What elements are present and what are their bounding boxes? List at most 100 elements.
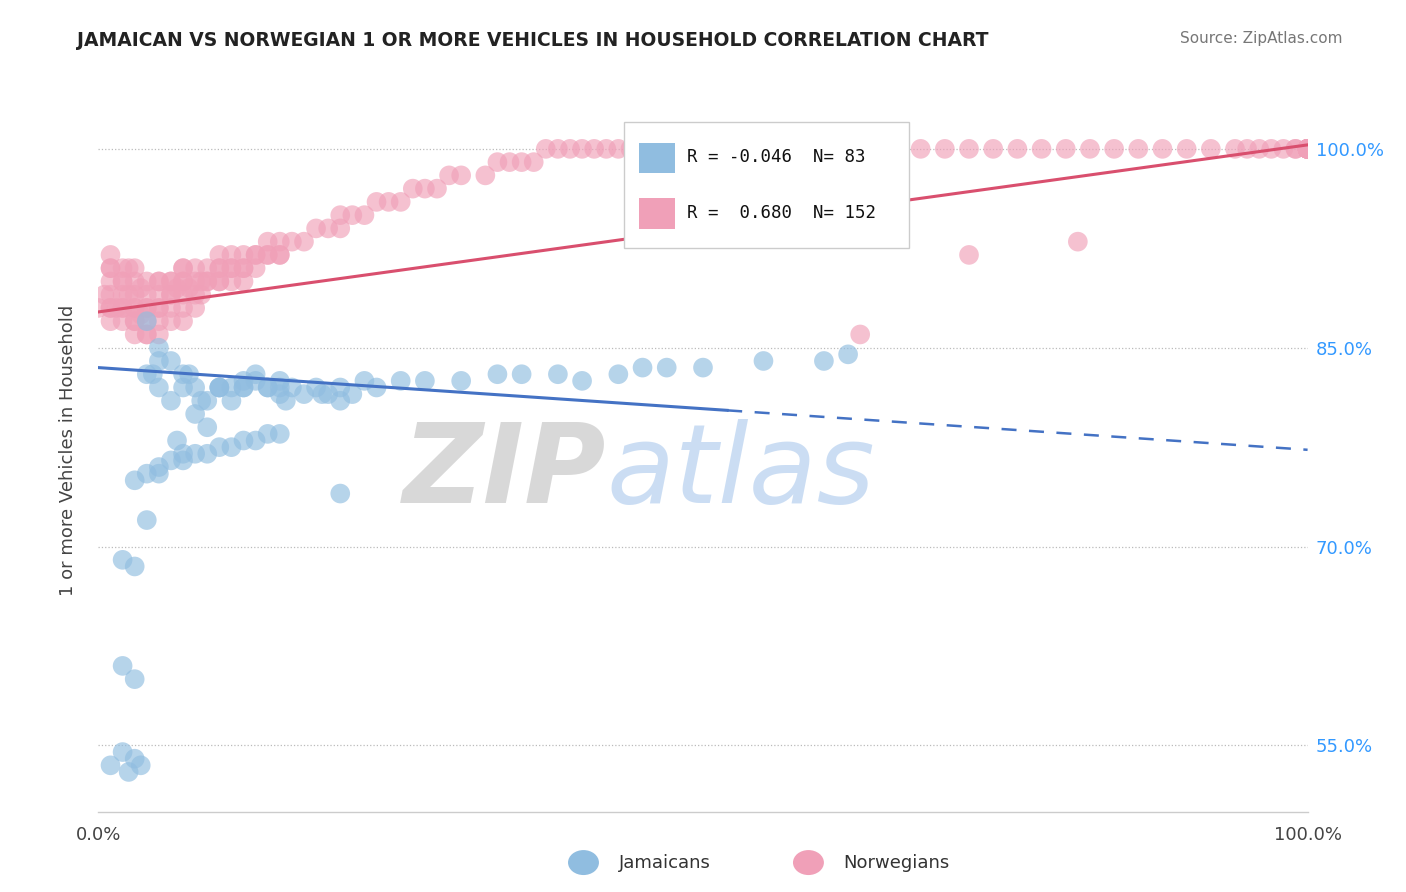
Point: [208, 380, 231, 394]
Point: [607, 368, 630, 382]
Point: [1054, 142, 1077, 156]
Text: Jamaicans: Jamaicans: [619, 855, 710, 872]
Point: [232, 261, 254, 276]
Point: [105, 301, 128, 315]
Point: [329, 208, 352, 222]
Point: [100, 261, 122, 276]
Point: [619, 142, 641, 156]
Point: [148, 314, 170, 328]
Point: [389, 194, 412, 209]
Point: [208, 380, 231, 394]
Point: [329, 393, 352, 408]
Point: [179, 281, 201, 295]
Point: [256, 380, 278, 394]
Point: [129, 758, 152, 772]
Point: [1296, 142, 1319, 156]
Point: [1296, 142, 1319, 156]
Point: [135, 327, 157, 342]
Point: [789, 142, 811, 156]
Point: [172, 368, 194, 382]
Point: [124, 287, 146, 301]
Point: [160, 275, 183, 289]
Point: [148, 301, 170, 315]
Point: [111, 659, 134, 673]
Point: [292, 387, 315, 401]
Point: [269, 235, 291, 249]
Point: [111, 301, 134, 315]
Point: [510, 368, 533, 382]
Point: [111, 275, 134, 289]
FancyBboxPatch shape: [624, 121, 908, 248]
Point: [221, 275, 243, 289]
Point: [118, 764, 141, 779]
Point: [437, 169, 460, 183]
Point: [813, 354, 835, 368]
Point: [160, 301, 183, 315]
Point: [269, 374, 291, 388]
Point: [148, 275, 170, 289]
Point: [135, 287, 157, 301]
Point: [166, 434, 188, 448]
Point: [849, 327, 872, 342]
Point: [135, 314, 157, 328]
Point: [172, 453, 194, 467]
Point: [179, 368, 201, 382]
Point: [184, 275, 207, 289]
Point: [135, 275, 157, 289]
Point: [413, 374, 436, 388]
Point: [190, 287, 212, 301]
Point: [644, 142, 666, 156]
Point: [547, 368, 569, 382]
Point: [245, 434, 267, 448]
Point: [221, 393, 243, 408]
Point: [124, 473, 146, 487]
Point: [232, 248, 254, 262]
Point: [118, 287, 141, 301]
Point: [1284, 142, 1306, 156]
Point: [342, 387, 364, 401]
Point: [232, 434, 254, 448]
Point: [124, 672, 146, 686]
Point: [1199, 142, 1222, 156]
Point: [232, 374, 254, 388]
Point: [292, 235, 315, 249]
Point: [135, 301, 157, 315]
Point: [1260, 142, 1282, 156]
Point: [148, 275, 170, 289]
Point: [1249, 142, 1271, 156]
Point: [813, 142, 835, 156]
Point: [124, 752, 146, 766]
Point: [498, 155, 520, 169]
Point: [281, 235, 304, 249]
Point: [208, 275, 231, 289]
Point: [366, 194, 388, 209]
Point: [100, 287, 122, 301]
Point: [160, 275, 183, 289]
Point: [148, 287, 170, 301]
Point: [595, 142, 617, 156]
Point: [486, 155, 509, 169]
Point: [860, 142, 883, 156]
Point: [316, 387, 339, 401]
Point: [100, 261, 122, 276]
Point: [1007, 142, 1029, 156]
Point: [208, 261, 231, 276]
Point: [1296, 142, 1319, 156]
Point: [269, 380, 291, 394]
Text: R =  0.680  N= 152: R = 0.680 N= 152: [688, 203, 876, 222]
Point: [1296, 142, 1319, 156]
Point: [631, 360, 654, 375]
Point: [135, 301, 157, 315]
Point: [1296, 142, 1319, 156]
Point: [172, 261, 194, 276]
Point: [558, 142, 581, 156]
Point: [631, 142, 654, 156]
Point: [1175, 142, 1198, 156]
Point: [1296, 142, 1319, 156]
Point: [474, 169, 496, 183]
Point: [934, 142, 956, 156]
Point: [353, 208, 375, 222]
Point: [305, 380, 328, 394]
Point: [316, 221, 339, 235]
Point: [450, 374, 472, 388]
